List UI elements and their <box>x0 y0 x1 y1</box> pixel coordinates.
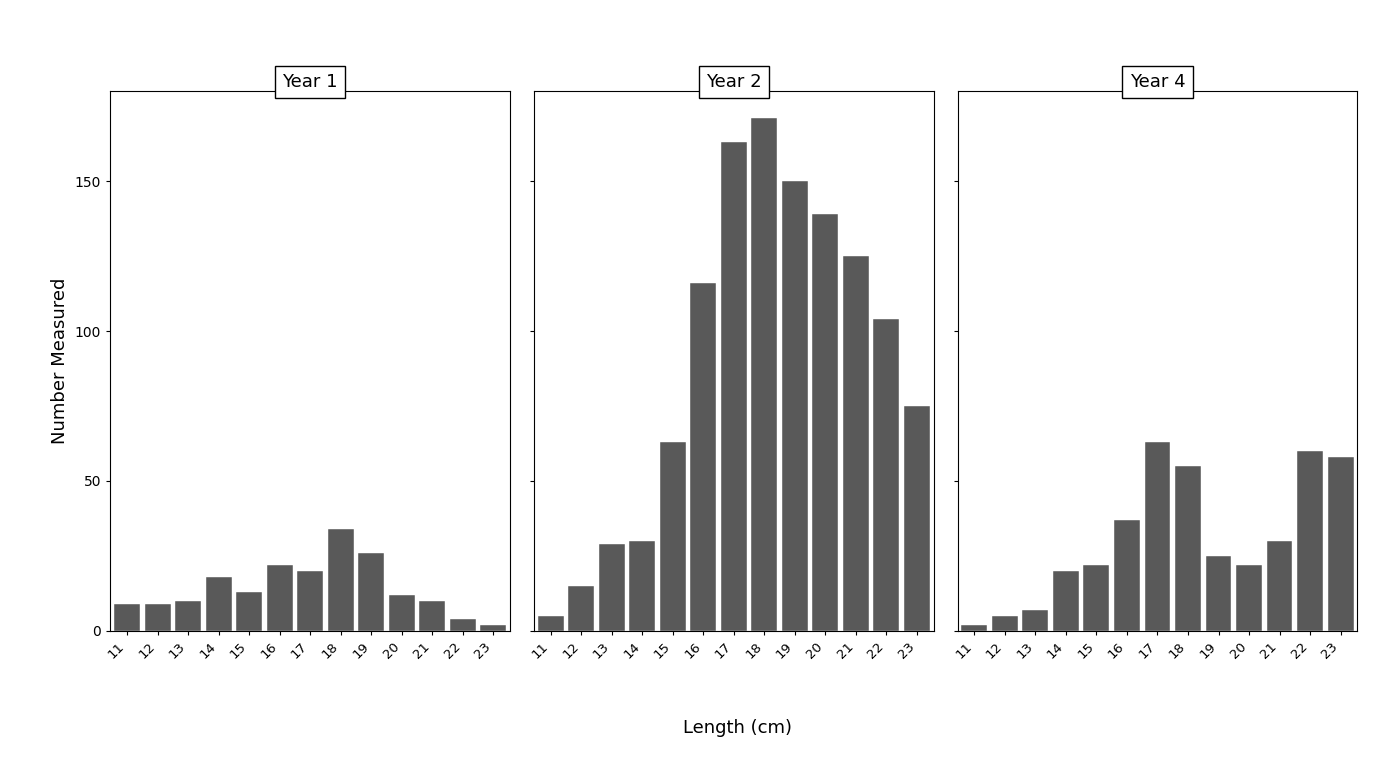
Bar <box>843 256 868 631</box>
Bar <box>205 577 232 631</box>
Bar <box>449 619 475 631</box>
Bar <box>1327 457 1353 631</box>
Bar <box>537 616 564 631</box>
Text: Year 2: Year 2 <box>706 73 762 91</box>
Bar <box>992 616 1018 631</box>
Bar <box>813 214 838 631</box>
Bar <box>175 601 201 631</box>
Bar <box>1145 442 1170 631</box>
Bar <box>1175 466 1202 631</box>
Bar <box>419 601 445 631</box>
Bar <box>389 595 415 631</box>
Bar <box>904 406 930 631</box>
Bar <box>1083 565 1109 631</box>
Bar <box>690 283 717 631</box>
Bar <box>266 565 292 631</box>
Bar <box>874 319 900 631</box>
Bar <box>298 571 322 631</box>
Bar <box>721 142 747 631</box>
Bar <box>145 603 171 631</box>
Bar <box>328 529 354 631</box>
Bar <box>751 119 777 631</box>
Bar <box>1113 520 1140 631</box>
Bar <box>660 442 686 631</box>
Bar <box>781 181 808 631</box>
Bar <box>599 544 624 631</box>
Bar <box>962 625 988 631</box>
Bar <box>1053 571 1079 631</box>
Bar <box>1297 451 1323 631</box>
Y-axis label: Number Measured: Number Measured <box>51 278 69 444</box>
Bar <box>480 625 506 631</box>
Bar <box>568 586 594 631</box>
Text: Year 4: Year 4 <box>1130 73 1185 91</box>
Bar <box>1022 610 1049 631</box>
Bar <box>358 553 384 631</box>
Bar <box>236 592 262 631</box>
Bar <box>1266 541 1293 631</box>
Bar <box>1206 556 1232 631</box>
Bar <box>114 603 141 631</box>
Text: Year 1: Year 1 <box>282 73 338 91</box>
Bar <box>1236 565 1262 631</box>
Bar <box>630 541 655 631</box>
Text: Length (cm): Length (cm) <box>682 719 792 737</box>
